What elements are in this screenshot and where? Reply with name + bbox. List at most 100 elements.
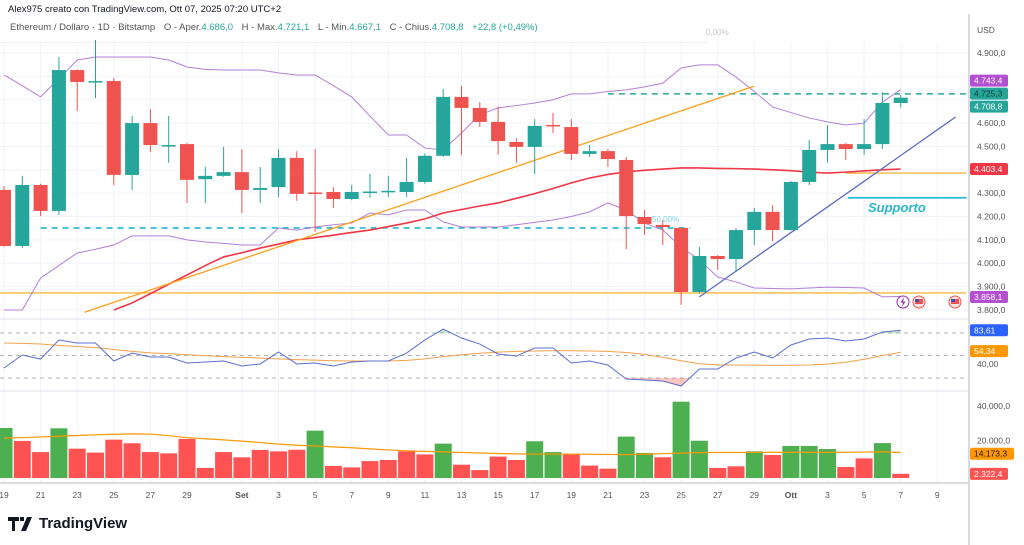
candle-body xyxy=(0,189,11,246)
price-axis-tick: 4.600,0 xyxy=(977,118,1006,128)
candle-body xyxy=(399,181,414,192)
candle-body xyxy=(802,149,817,182)
price-badge: 3.858,1 xyxy=(974,292,1003,302)
candle-body xyxy=(637,216,652,224)
volume-bar xyxy=(196,467,214,478)
candle-body xyxy=(161,145,176,147)
volume-badge-bg xyxy=(970,447,1014,460)
rsi-overbought-fill xyxy=(4,329,901,333)
volume-axis-tick: 40.000,0 xyxy=(977,401,1010,411)
tradingview-logo[interactable]: TradingView xyxy=(8,515,127,532)
volume-bar xyxy=(68,448,86,478)
symbol-name[interactable]: Ethereum / Dollaro · 1D · Bitstamp xyxy=(10,22,156,33)
volume-bar xyxy=(361,461,379,478)
volume-bar xyxy=(489,456,507,478)
fib-50-label: 50,00% xyxy=(652,215,679,224)
rsi-line xyxy=(3,328,901,387)
candle-body xyxy=(692,255,707,292)
candle-body xyxy=(875,102,890,145)
volume-axis-tick: 20.000,0 xyxy=(977,436,1010,446)
open-value: 4.686,0 xyxy=(201,22,234,33)
volume-bar xyxy=(892,473,910,478)
time-axis-tick: 3 xyxy=(276,490,281,500)
rsi-badge-bg xyxy=(970,324,1008,337)
candle-body xyxy=(289,157,304,194)
candle-body xyxy=(216,172,231,176)
candle-body xyxy=(674,227,689,292)
candle-body xyxy=(491,121,506,142)
time-axis-tick: 21 xyxy=(603,490,613,500)
volume-bar xyxy=(855,458,873,478)
candle-body xyxy=(363,191,377,194)
volume-bar xyxy=(837,467,855,478)
volume-bar xyxy=(141,452,159,478)
volume-bar xyxy=(764,454,782,478)
time-axis-tick: 19 xyxy=(0,490,9,500)
time-axis-tick: 21 xyxy=(36,490,46,500)
price-axis-tick: 3.800,0 xyxy=(977,305,1006,315)
rsi-oversold-fill xyxy=(4,378,901,387)
close-value: 4.708,8 xyxy=(431,22,464,33)
candles xyxy=(0,39,908,305)
time-axis-tick: 17 xyxy=(530,490,540,500)
trendline xyxy=(699,116,956,298)
volume-bar xyxy=(87,452,104,478)
candle-body xyxy=(619,159,634,217)
symbol-legend: Ethereum / Dollaro · 1D · Bitstamp O - A… xyxy=(10,22,544,33)
lightning-event-icon[interactable] xyxy=(896,295,910,309)
volume-bar xyxy=(160,453,178,478)
time-axis-tick: 11 xyxy=(420,490,429,500)
candle-body xyxy=(729,230,743,260)
grid xyxy=(0,42,968,482)
volume-bar xyxy=(599,468,617,478)
volume-bar xyxy=(398,451,416,478)
volume-badge-bg xyxy=(970,467,1008,480)
candle-body xyxy=(15,184,30,246)
time-axis-tick: Set xyxy=(235,490,248,500)
price-axis-tick: 3.900,0 xyxy=(977,282,1006,292)
volume-bar xyxy=(123,443,141,478)
volume-bar xyxy=(745,451,763,478)
time-axis-tick: Ott xyxy=(785,490,797,500)
volume-bar xyxy=(471,470,489,478)
volume-ma-line xyxy=(3,433,901,456)
time-axis-tick: 7 xyxy=(898,490,903,500)
bollinger-upper-line xyxy=(3,56,901,151)
overlays xyxy=(0,42,967,313)
volume-bar xyxy=(50,428,68,478)
volume-bar xyxy=(178,438,196,478)
price-badge-bg xyxy=(970,74,1008,87)
rsi-badge: 83,61 xyxy=(974,325,996,335)
us-flag-event-icon[interactable] xyxy=(912,295,926,309)
candle-body xyxy=(454,96,469,108)
candle-body xyxy=(344,191,359,199)
volume-bar xyxy=(453,464,470,478)
time-axis-tick: 27 xyxy=(146,490,156,500)
tradingview-logo-icon xyxy=(8,516,32,531)
volume-pane xyxy=(0,401,910,478)
time-axis-tick: 23 xyxy=(72,490,82,500)
volume-badge: 14.173,3 xyxy=(974,449,1007,459)
volume-bar xyxy=(32,452,50,478)
volume-bar xyxy=(434,443,452,478)
low-value: 4.667,1 xyxy=(349,22,381,33)
us-flag-event-icon[interactable] xyxy=(948,295,962,309)
candle-body xyxy=(70,70,85,82)
price-badge-bg xyxy=(970,87,1008,100)
bollinger-lower-line xyxy=(4,202,901,311)
volume-bar xyxy=(343,467,361,478)
candle-body xyxy=(253,188,268,190)
volume-bar xyxy=(636,452,653,478)
candle-body xyxy=(143,123,158,146)
time-axis-tick: 25 xyxy=(676,490,686,500)
price-axis-tick: 4.000,0 xyxy=(977,258,1006,268)
time-axis-tick: 29 xyxy=(750,490,760,500)
candle-body xyxy=(381,190,396,193)
candle-body xyxy=(308,192,323,194)
open-label: O - Aper. xyxy=(163,22,202,33)
candle-body xyxy=(710,255,725,260)
rsi-pane xyxy=(0,328,968,387)
price-axis-tick: 4.300,0 xyxy=(977,188,1006,198)
candle-body xyxy=(893,97,908,103)
